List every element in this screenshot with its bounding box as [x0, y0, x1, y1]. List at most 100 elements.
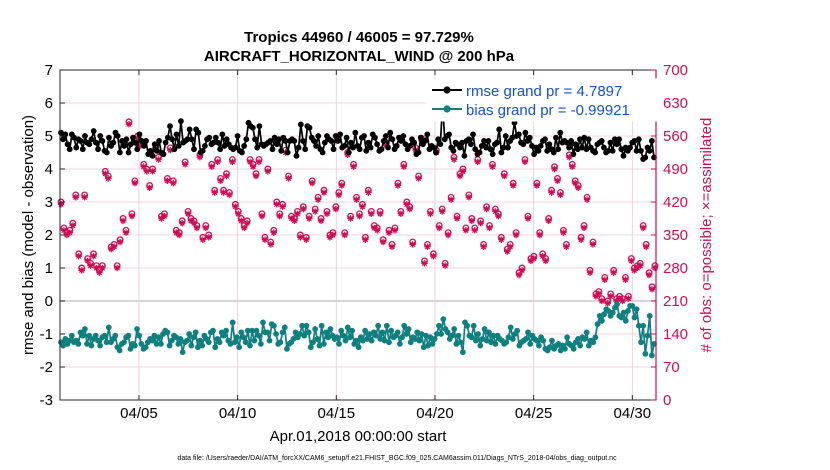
bias-marker	[618, 314, 625, 321]
obs-assimilated-stroke	[578, 237, 584, 243]
obs-assimilated-stroke	[596, 291, 602, 297]
rmse-marker	[160, 151, 167, 158]
obs-assimilated-marker	[276, 212, 283, 220]
obs-assimilated-stroke	[407, 206, 413, 212]
bias-marker	[260, 319, 266, 326]
obs-assimilated-stroke	[424, 244, 431, 250]
obs-assimilated-marker	[480, 243, 487, 250]
obs-assimilated-stroke	[96, 270, 103, 276]
obs-assimilated-marker	[66, 229, 74, 236]
rmse-marker	[178, 118, 184, 125]
bias-marker	[290, 336, 297, 342]
obs-assimilated-marker	[96, 269, 103, 276]
rmse-marker	[191, 146, 197, 153]
rmse-marker	[234, 133, 241, 139]
x-tick-label: 04/05	[120, 405, 158, 422]
obs-assimilated-stroke	[200, 237, 206, 243]
rmse-marker	[77, 138, 84, 144]
bias-marker	[373, 332, 379, 339]
obs-assimilated-stroke	[105, 175, 111, 182]
obs-assimilated-marker	[102, 170, 109, 177]
obs-assimilated-marker	[60, 227, 68, 234]
obs-assimilated-marker	[379, 238, 387, 246]
bias-marker	[266, 337, 273, 344]
obs-assimilated-stroke	[584, 196, 590, 203]
obs-assimilated-marker	[226, 191, 233, 199]
obs-assimilated-stroke	[605, 300, 611, 307]
bias-marker	[364, 336, 371, 342]
rmse-marker	[243, 136, 250, 143]
obs-assimilated-marker	[311, 208, 319, 215]
rmse-series	[58, 101, 657, 163]
obs-assimilated-stroke	[557, 192, 564, 198]
bias-marker	[481, 326, 488, 332]
obs-assimilated-stroke	[179, 220, 185, 226]
obs-assimilated-marker	[483, 205, 490, 213]
obs-assimilated-marker	[105, 175, 112, 182]
obs-assimilated-stroke	[294, 211, 301, 217]
obs-assimilated-stroke	[129, 213, 135, 219]
obs-assimilated-marker	[350, 163, 357, 170]
bias-marker	[66, 337, 73, 344]
obs-assimilated-marker	[569, 163, 576, 170]
obs-assimilated-stroke	[285, 175, 292, 182]
obs-assimilated-marker	[639, 224, 647, 232]
obs-assimilated-marker	[574, 184, 582, 192]
obs-assimilated-marker	[217, 177, 224, 184]
bias-marker	[86, 332, 93, 339]
bias-marker	[546, 344, 553, 351]
obs-assimilated-stroke	[516, 272, 522, 278]
bias-marker	[105, 324, 112, 331]
obs-assimilated-stroke	[457, 173, 463, 179]
obs-assimilated-stroke	[336, 192, 342, 198]
rmse-marker	[164, 134, 171, 141]
bias-marker	[622, 317, 629, 324]
bias-marker	[590, 339, 597, 346]
bias-marker	[125, 332, 132, 339]
left-tick-label: 1	[45, 260, 53, 277]
bias-marker	[455, 332, 462, 339]
obs-assimilated-marker	[518, 267, 526, 274]
rmse-marker	[276, 136, 282, 143]
rmse-marker	[186, 126, 193, 133]
legend: rmse grand pr = 4.7897 bias grand pr = -…	[426, 78, 659, 122]
rmse-marker	[459, 139, 466, 146]
obs-assimilated-marker	[308, 179, 316, 187]
bias-marker	[97, 342, 103, 349]
bias-marker	[325, 334, 332, 341]
obs-assimilated-stroke	[176, 232, 182, 238]
obs-assimilated-marker	[131, 179, 139, 187]
obs-assimilated-marker	[459, 168, 467, 175]
obs-assimilated-marker	[554, 177, 561, 184]
rmse-marker	[478, 143, 485, 149]
rmse-marker	[555, 146, 561, 153]
obs-assimilated-marker	[489, 163, 496, 170]
x-axis: 04/05 04/10 04/15 04/20 04/25 04/30	[120, 70, 651, 422]
obs-assimilated-stroke	[398, 211, 404, 217]
bias-marker	[601, 311, 607, 318]
rmse-marker	[151, 141, 158, 148]
bias-marker	[514, 327, 521, 334]
obs-assimilated-marker	[255, 158, 263, 166]
obs-assimilated-stroke	[123, 229, 129, 236]
rmse-marker	[382, 133, 389, 139]
rmse-marker	[402, 141, 409, 148]
bias-marker	[158, 341, 164, 347]
rmse-marker	[136, 131, 143, 138]
bias-marker	[338, 327, 345, 334]
obs-assimilated-marker	[471, 227, 478, 234]
bias-marker	[320, 341, 327, 347]
rmse-marker	[284, 149, 291, 156]
obs-assimilated-stroke	[607, 293, 614, 299]
obs-assimilated-marker	[214, 158, 221, 166]
bias-marker	[303, 322, 310, 329]
obs-assimilated-stroke	[474, 159, 481, 165]
obs-assimilated-stroke	[342, 232, 348, 238]
obs-assimilated-stroke	[226, 192, 233, 198]
obs-assimilated-marker	[297, 234, 304, 241]
bias-marker	[401, 322, 408, 329]
obs-assimilated-marker	[362, 236, 369, 243]
obs-assimilated-marker	[116, 238, 124, 246]
rmse-marker	[175, 143, 182, 149]
rmse-marker	[254, 144, 261, 151]
